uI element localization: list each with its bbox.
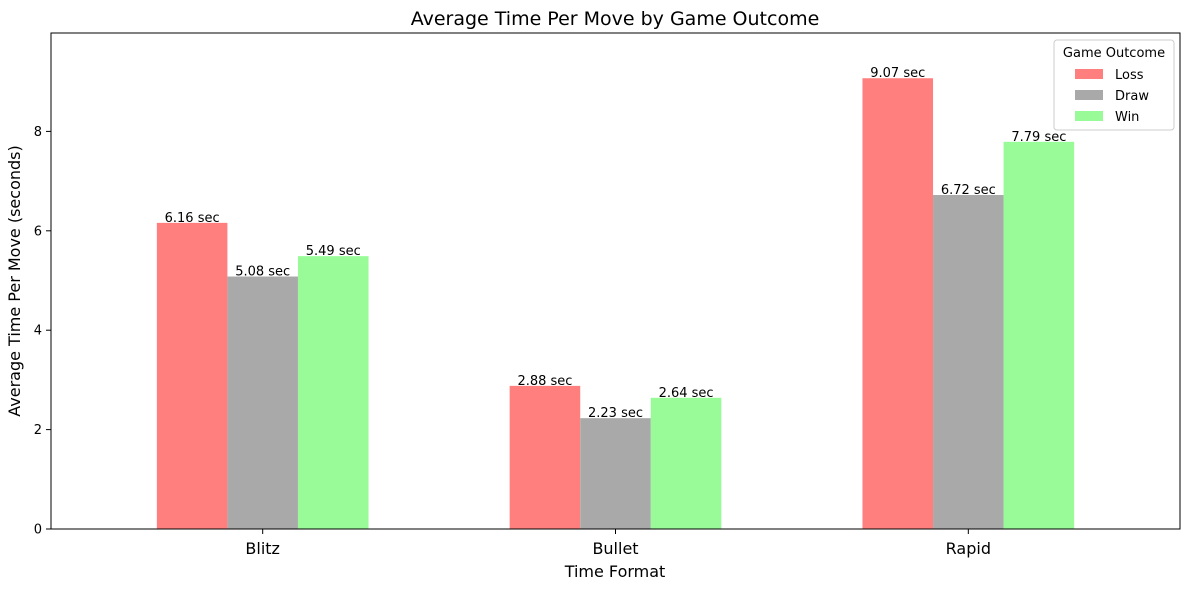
chart-title: Average Time Per Move by Game Outcome: [411, 8, 820, 30]
legend-swatch-win: [1075, 111, 1103, 121]
bar-win-rapid: [1003, 141, 1075, 530]
data-label: 6.72 sec: [941, 183, 996, 198]
x-tick-label: Blitz: [245, 539, 280, 558]
data-label: 5.08 sec: [235, 265, 290, 280]
x-tick-label: Rapid: [946, 539, 991, 558]
data-label: 6.16 sec: [165, 211, 220, 226]
legend-title: Game Outcome: [1063, 46, 1165, 61]
legend-swatch-draw: [1075, 90, 1103, 100]
legend-frame: [1053, 39, 1175, 131]
y-axis-ticks: 0 2 4 6 8: [34, 125, 51, 538]
y-tick-label: 8: [34, 125, 42, 140]
data-label: 7.79 sec: [1011, 130, 1066, 145]
y-tick-label: 0: [34, 523, 42, 538]
data-label: 9.07 sec: [870, 66, 925, 81]
x-axis-label: Time Format: [564, 562, 666, 581]
value-labels-group: 6.16 sec 2.88 sec 9.07 sec 5.08 sec 2.23 sec…: [165, 66, 1067, 421]
bar-loss-rapid: [862, 78, 934, 530]
bar-win-blitz: [297, 256, 369, 529]
legend: Game Outcome Loss Draw Win: [1053, 39, 1175, 131]
legend-swatch-loss: [1075, 69, 1103, 79]
x-axis-ticks: Blitz Bullet Rapid: [245, 529, 991, 558]
bar-win-bullet: [650, 397, 722, 529]
bars-group: [156, 78, 1075, 530]
bar-draw-blitz: [227, 276, 298, 529]
y-tick-label: 4: [34, 324, 42, 339]
data-label: 2.23 sec: [588, 406, 643, 421]
data-label: 5.49 sec: [306, 244, 361, 259]
legend-label-draw: Draw: [1115, 89, 1149, 104]
y-tick-label: 2: [34, 423, 42, 438]
y-axis-label: Average Time Per Move (seconds): [5, 145, 24, 417]
legend-label-win: Win: [1115, 110, 1139, 125]
y-tick-label: 6: [34, 224, 42, 239]
legend-items: Loss Draw Win: [1075, 68, 1149, 125]
bar-loss-bullet: [509, 385, 581, 529]
x-tick-label: Bullet: [592, 539, 638, 558]
legend-label-loss: Loss: [1115, 68, 1144, 83]
data-label: 2.64 sec: [659, 386, 714, 401]
data-label: 2.88 sec: [517, 374, 572, 389]
bar-draw-bullet: [580, 418, 651, 529]
bar-draw-rapid: [933, 195, 1004, 530]
bar-loss-blitz: [156, 222, 228, 530]
